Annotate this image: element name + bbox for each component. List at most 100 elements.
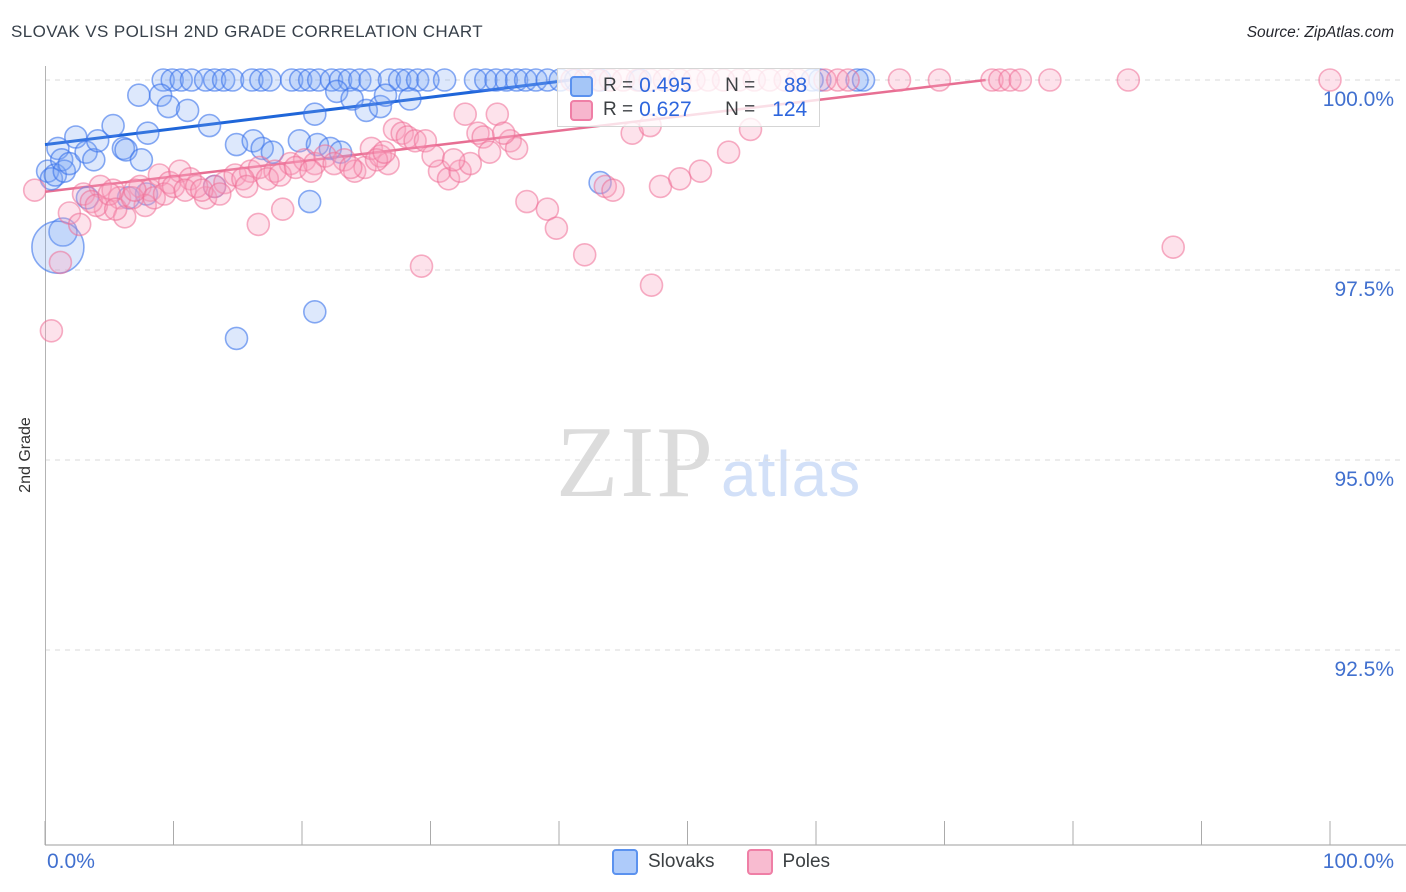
scatter-point-slovaks [279,68,304,92]
n-value-poles: 124 [772,98,808,121]
poles-legend-label: Poles [782,851,831,872]
scatter-point-slovaks [136,121,160,145]
scatter-point-slovaks [211,68,236,92]
scatter-point-slovaks [373,83,398,107]
scatter-point-slovaks [85,129,110,153]
scatter-point-poles [421,144,445,168]
slovaks-legend-swatch-icon [612,849,638,875]
scatter-point-poles [887,68,912,92]
scatter-point-poles [409,254,434,279]
scatter-point-poles [97,182,122,206]
r-label: R = [603,99,634,120]
r-value-poles: 0.627 [639,98,692,121]
scatter-point-poles [413,129,438,153]
scatter-point-poles [1008,68,1033,92]
slovaks-swatch-icon [570,75,593,97]
scatter-point-poles [477,140,502,164]
source-attribution: Source: ZipAtlas.com [1246,24,1394,41]
scatter-point-slovaks [156,94,181,119]
scatter-point-slovaks [432,68,457,92]
scatter-point-poles [1318,68,1342,92]
scatter-point-slovaks [249,68,273,92]
scatter-point-slovaks [129,148,154,172]
slovaks-legend-label: Slovaks [648,851,715,872]
scatter-point-slovaks [398,87,422,111]
scatter-point-poles [441,148,466,172]
scatter-point-poles [980,68,1004,92]
page-title: SLOVAK VS POLISH 2ND GRADE CORRELATION C… [11,22,483,41]
scatter-point-poles [436,167,461,191]
poles-swatch-icon [570,99,593,121]
scatter-point-slovaks [101,113,125,138]
scatter-point-slovaks [324,79,349,104]
scatter-point-slovaks [220,68,245,92]
scatter-point-poles [688,159,713,183]
scatter-point-slovaks [193,68,218,92]
scatter-point-slovaks [387,68,412,92]
scatter-point-slovaks [224,326,249,351]
scatter-point-poles [48,250,73,275]
scatter-point-poles [927,68,952,92]
n-label: N = [725,75,756,96]
scatter-point-slovaks [416,68,440,92]
scatter-point-slovaks [354,98,379,123]
scatter-point-slovaks [297,189,322,214]
scatter-point-poles [1038,68,1062,92]
stats-row-slovaks: R = 0.495 N = 88 [570,74,809,98]
trend-line-poles [44,78,986,193]
scatter-point-slovaks [368,94,393,119]
poles-legend-swatch-icon [746,849,773,875]
scatter-point-poles [601,178,625,202]
scatter-point-poles [639,273,664,298]
scatter-point-poles [372,140,397,164]
scatter-point-slovaks [82,148,106,172]
scatter-point-poles [498,129,523,153]
scatter-point-poles [22,178,47,202]
scatter-point-poles [103,197,128,221]
scatter-point-poles [270,197,295,221]
scatter-point-poles [234,174,259,199]
scatter-point-poles [515,189,539,214]
scatter-point-poles [453,102,478,126]
scatter-point-slovaks [288,68,313,92]
scatter-point-slovaks [260,140,285,164]
scatter-point-slovaks [197,113,222,138]
scatter-point-slovaks [148,83,173,107]
scatter-point-slovaks [287,129,312,153]
y-tick-label: 100.0% [1322,88,1394,111]
scatter-point-poles [667,167,692,191]
scatter-point-poles [190,178,214,202]
n-label: N = [725,99,756,120]
bottom-legend: Slovaks Poles [612,849,830,875]
scatter-point-poles [299,159,323,183]
scatter-point-slovaks [151,68,175,92]
scatter-point-poles [504,136,529,161]
scatter-point-slovaks [175,98,200,123]
scatter-point-poles [268,163,293,187]
y-tick-label: 92.5% [1334,658,1394,681]
y-tick-label: 95.0% [1334,468,1394,491]
scatter-point-poles [208,182,232,206]
y-axis-title: 2nd Grade [17,417,34,493]
scatter-point-poles [1161,235,1185,259]
scatter-point-poles [1116,68,1141,92]
scatter-point-poles [491,121,516,145]
n-value-slovaks: 88 [783,74,808,97]
x-axis-min-label: 0.0% [47,850,95,873]
scatter-point-poles [283,155,308,180]
scatter-point-poles [544,216,569,240]
r-value-slovaks: 0.495 [639,74,692,97]
scatter-point-slovaks [179,68,204,92]
scatter-point-poles [535,197,560,221]
scatter-point-poles [716,140,741,164]
scatter-point-slovaks [845,68,869,92]
y-tick-label: 97.5% [1334,278,1394,301]
r-label: R = [603,75,634,96]
scatter-point-poles [255,167,280,191]
scatter-point-poles [836,68,860,92]
scatter-point-slovaks [504,68,529,92]
scatter-point-slovaks [319,68,344,92]
scatter-point-slovaks [240,68,264,92]
